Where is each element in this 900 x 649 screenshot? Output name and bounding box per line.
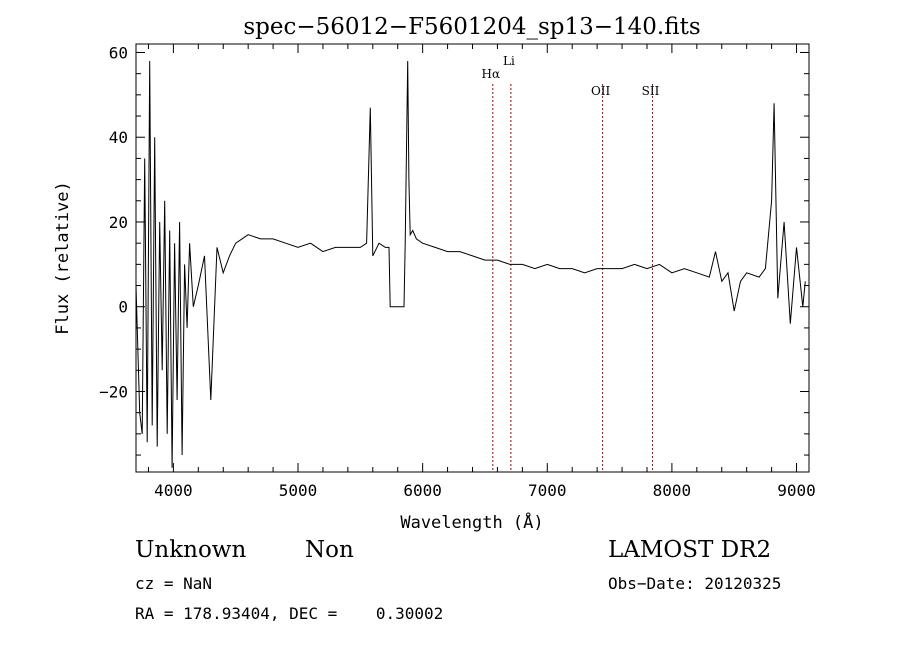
y-axis: −20 0 20 40 60	[99, 43, 809, 456]
spectral-subclass: Non	[305, 537, 354, 563]
y-tick-label: 0	[118, 298, 128, 317]
spectrum-series-line	[135, 60, 806, 468]
spectral-line-label: Li	[503, 54, 515, 68]
x-tick-label: 7000	[528, 481, 567, 500]
x-tick-label: 8000	[653, 481, 692, 500]
y-tick-label: 60	[109, 43, 128, 62]
spectral-line-label: Hα	[482, 67, 501, 81]
redshift-cz: cz = NaN	[135, 574, 213, 593]
y-tick-label: 40	[109, 128, 128, 147]
x-tick-label: 6000	[403, 481, 442, 500]
x-tick-label: 5000	[279, 481, 318, 500]
x-tick-label: 9000	[777, 481, 816, 500]
x-axis: 4000 5000 6000 7000 8000 9000	[147, 44, 816, 500]
survey-name: LAMOST DR2	[608, 537, 772, 563]
y-tick-label: −20	[99, 382, 128, 401]
y-axis-label: Flux (relative)	[53, 181, 73, 335]
x-tick-label: 4000	[154, 481, 193, 500]
y-tick-label: 20	[109, 213, 128, 232]
spectral-line-label: OII	[591, 84, 611, 98]
plot-frame	[135, 43, 810, 473]
chart-title: spec−56012−F5601204_sp13−140.fits	[243, 14, 700, 40]
x-axis-label: Wavelength (Å)	[400, 511, 543, 533]
ra-dec-coordinates: RA = 178.93404, DEC = 0.30002	[135, 604, 444, 623]
observation-date: Obs−Date: 20120325	[608, 574, 782, 593]
spectral-line-label: SII	[642, 84, 660, 98]
spectral-class: Unknown	[135, 537, 247, 563]
